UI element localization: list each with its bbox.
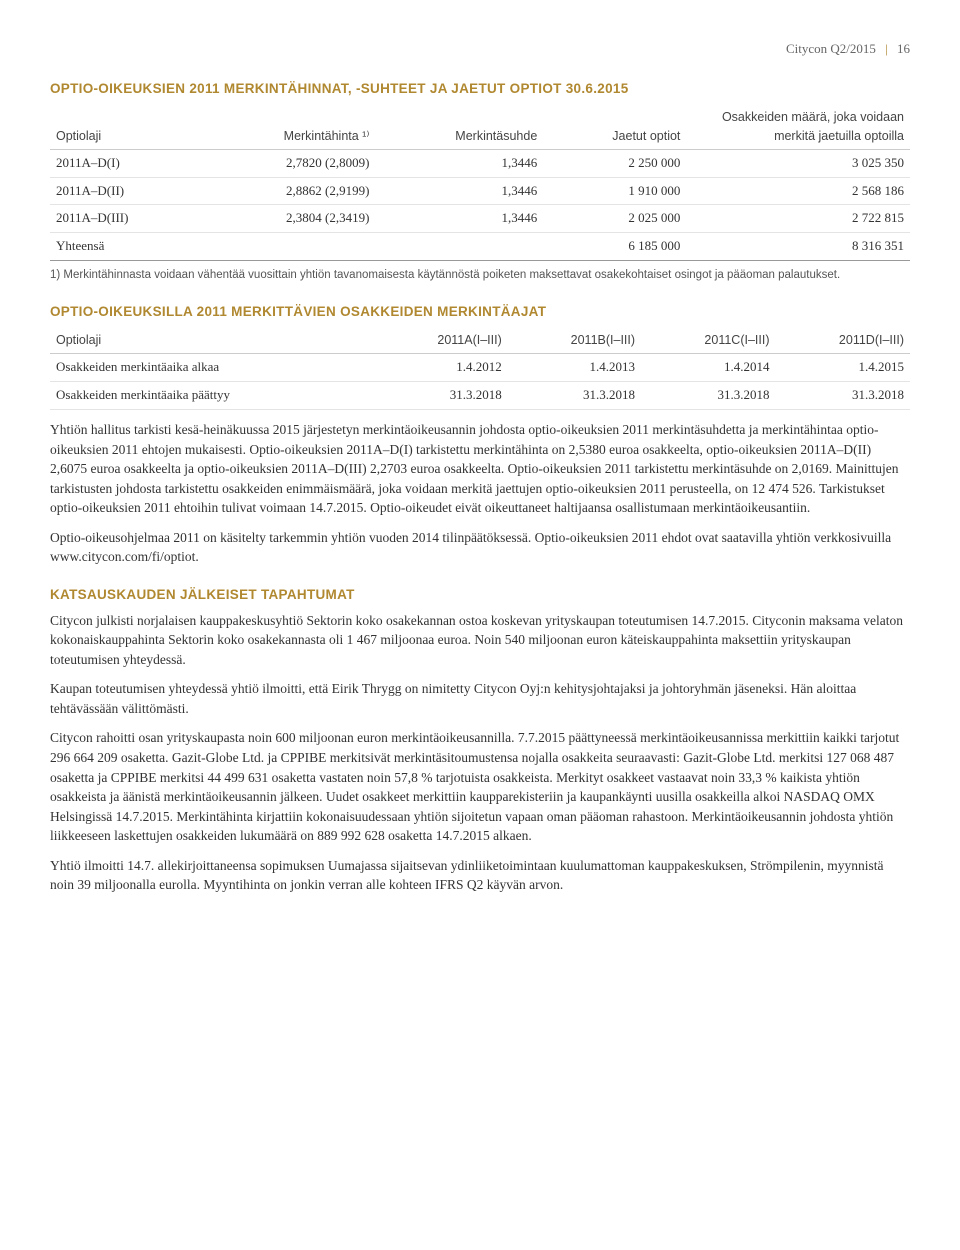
t2-h0: Optiolaji <box>50 327 375 354</box>
cell <box>375 233 543 261</box>
paragraph: Kaupan toteutumisen yhteydessä yhtiö ilm… <box>50 679 910 718</box>
header-divider: | <box>885 41 888 56</box>
cell: 2 250 000 <box>543 149 686 177</box>
cell: 2011A–D(III) <box>50 205 201 233</box>
cell: 2 568 186 <box>686 177 910 205</box>
cell: 31.3.2018 <box>776 382 911 410</box>
t2-h1: 2011A(I–III) <box>375 327 508 354</box>
page-header: Citycon Q2/2015 | 16 <box>50 40 910 59</box>
paragraph: Yhtiön hallitus tarkisti kesä-heinäkuuss… <box>50 420 910 518</box>
cell: 31.3.2018 <box>641 382 775 410</box>
cell: 2 722 815 <box>686 205 910 233</box>
cell: 8 316 351 <box>686 233 910 261</box>
table-row: Osakkeiden merkintäaika alkaa 1.4.2012 1… <box>50 354 910 382</box>
t1-h0: Optiolaji <box>50 104 201 149</box>
table-row: 2011A–D(II) 2,8862 (2,9199) 1,3446 1 910… <box>50 177 910 205</box>
table-row: 2011A–D(III) 2,3804 (2,3419) 1,3446 2 02… <box>50 205 910 233</box>
paragraph: Optio-oikeusohjelmaa 2011 on käsitelty t… <box>50 528 910 567</box>
t1-h2: Merkintäsuhde <box>375 104 543 149</box>
cell: 3 025 350 <box>686 149 910 177</box>
cell: 2011A–D(II) <box>50 177 201 205</box>
t1-h4: Osakkeiden määrä, joka voidaan merkitä j… <box>686 104 910 149</box>
cell: 2,3804 (2,3419) <box>201 205 376 233</box>
paragraph: Citycon julkisti norjalaisen kauppakesku… <box>50 611 910 670</box>
cell: 31.3.2018 <box>508 382 641 410</box>
cell: Osakkeiden merkintäaika alkaa <box>50 354 375 382</box>
cell <box>201 233 376 261</box>
table-row-total: Yhteensä 6 185 000 8 316 351 <box>50 233 910 261</box>
t2-h2: 2011B(I–III) <box>508 327 641 354</box>
t2-h3: 2011C(I–III) <box>641 327 775 354</box>
cell: 1 910 000 <box>543 177 686 205</box>
t2-h4: 2011D(I–III) <box>776 327 911 354</box>
option-prices-table: Optiolaji Merkintähinta ¹⁾ Merkintäsuhde… <box>50 104 910 261</box>
section2-title: KATSAUSKAUDEN JÄLKEISET TAPAHTUMAT <box>50 585 910 605</box>
cell: 1.4.2015 <box>776 354 911 382</box>
cell: 2 025 000 <box>543 205 686 233</box>
cell: Osakkeiden merkintäaika päättyy <box>50 382 375 410</box>
cell: 1,3446 <box>375 177 543 205</box>
table-row: 2011A–D(I) 2,7820 (2,8009) 1,3446 2 250 … <box>50 149 910 177</box>
t1-h3: Jaetut optiot <box>543 104 686 149</box>
cell: 2,7820 (2,8009) <box>201 149 376 177</box>
brand-text: Citycon Q2/2015 <box>786 41 876 56</box>
t1-h1: Merkintähinta ¹⁾ <box>201 104 376 149</box>
cell: 31.3.2018 <box>375 382 508 410</box>
cell: 6 185 000 <box>543 233 686 261</box>
table-row: Osakkeiden merkintäaika päättyy 31.3.201… <box>50 382 910 410</box>
cell: 1.4.2012 <box>375 354 508 382</box>
subscription-periods-table: Optiolaji 2011A(I–III) 2011B(I–III) 2011… <box>50 327 910 410</box>
cell: 1.4.2013 <box>508 354 641 382</box>
table1-title: OPTIO-OIKEUKSIEN 2011 MERKINTÄHINNAT, -S… <box>50 79 910 99</box>
cell: 2,8862 (2,9199) <box>201 177 376 205</box>
table1-footnote: 1) Merkintähinnasta voidaan vähentää vuo… <box>50 267 910 284</box>
paragraph: Citycon rahoitti osan yrityskaupasta noi… <box>50 728 910 845</box>
cell: 1,3446 <box>375 205 543 233</box>
cell: Yhteensä <box>50 233 201 261</box>
cell: 1,3446 <box>375 149 543 177</box>
cell: 1.4.2014 <box>641 354 775 382</box>
table2-title: OPTIO-OIKEUKSILLA 2011 MERKITTÄVIEN OSAK… <box>50 302 910 322</box>
cell: 2011A–D(I) <box>50 149 201 177</box>
page-number: 16 <box>897 41 910 56</box>
paragraph: Yhtiö ilmoitti 14.7. allekirjoittaneensa… <box>50 856 910 895</box>
